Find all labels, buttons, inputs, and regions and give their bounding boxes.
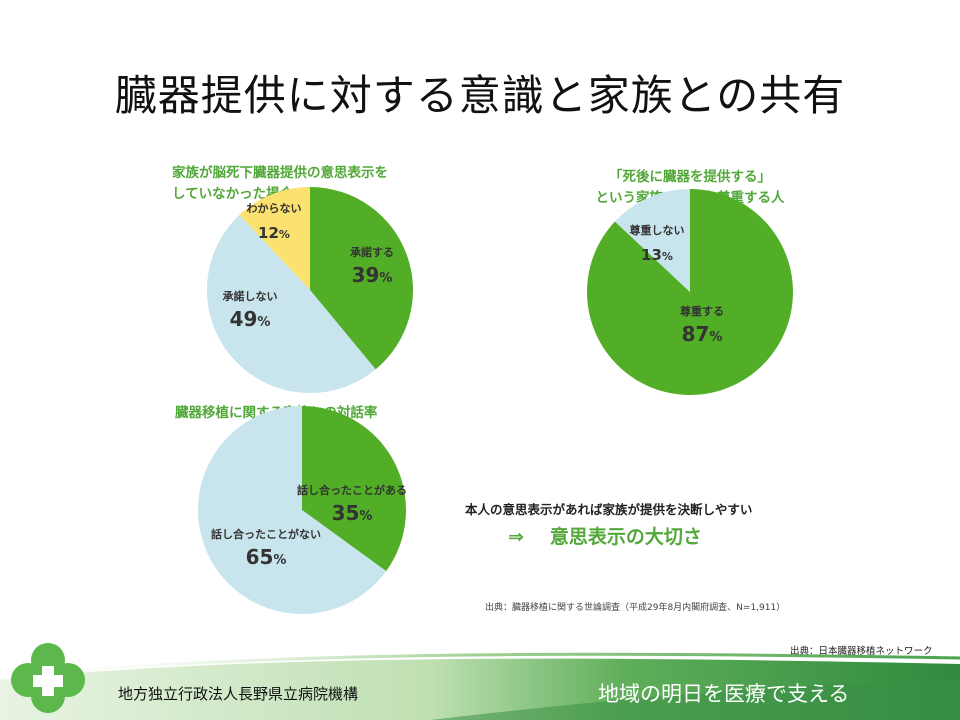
page-title: 臓器提供に対する意識と家族との共有: [114, 71, 846, 120]
pie-slice-1: [302, 406, 406, 572]
slice-label: 尊重する: [680, 304, 724, 318]
slice-value: 12%: [258, 224, 290, 242]
pie-slice-2: [198, 406, 387, 614]
chart2-title-line1: 「死後に臓器を提供する」: [609, 169, 771, 185]
pie-slice-2: [206, 214, 376, 394]
emphasis-text: 意思表示の大切さ: [549, 526, 702, 548]
slice-value: 39%: [352, 263, 393, 287]
pie-slice-1: [310, 187, 413, 370]
chart1-title-line1: 家族が脳死下臓器提供の意思表示を: [172, 165, 388, 181]
chart1-pie: 承諾する 39% 承諾しない 49% わからない 12%: [206, 187, 413, 394]
slice-label: 尊重しない: [630, 223, 685, 237]
slice-value: 49%: [230, 307, 271, 331]
footer-wave: [0, 652, 960, 720]
slice-label: 承諾しない: [223, 289, 278, 303]
chart1-title: 家族が脳死下臓器提供の意思表示を していなかった場合: [172, 163, 388, 205]
slice-label: 話し合ったことがない: [211, 527, 321, 541]
slice-label: わからない: [247, 202, 302, 215]
survey-source: 出典：臓器移植に関する世論調査（平成29年8月内閣府調査、N=1,911）: [485, 603, 786, 613]
pie-slice-2: [614, 189, 690, 292]
slice-value: 87%: [682, 322, 723, 346]
pie-slice-3: [239, 187, 310, 290]
arrow-icon: ⇒: [508, 526, 524, 548]
slice-value: 65%: [246, 545, 287, 569]
intent-note: 本人の意思表示があれば家族が提供を決断しやすい: [465, 502, 753, 517]
slice-value: 35%: [332, 501, 373, 525]
hospital-logo-icon: [11, 643, 85, 713]
footer-slogan: 地域の明日を医療で支える: [598, 682, 850, 706]
chart2-pie: 尊重する 87% 尊重しない 13%: [587, 189, 793, 395]
chart3-pie: 話し合ったことがある 35% 話し合ったことがない 65%: [198, 406, 407, 614]
organization-name: 地方独立行政法人長野県立病院機構: [118, 685, 359, 703]
network-source: 出典：日本臓器移植ネットワーク: [790, 646, 933, 657]
emphasis-line: ⇒ 意思表示の大切さ: [508, 522, 702, 549]
chart1-title-line2: していなかった場合: [172, 186, 294, 202]
slice-value: 13%: [641, 246, 673, 264]
slice-label: 承諾する: [350, 245, 394, 259]
slice-label: 話し合ったことがある: [297, 483, 407, 497]
